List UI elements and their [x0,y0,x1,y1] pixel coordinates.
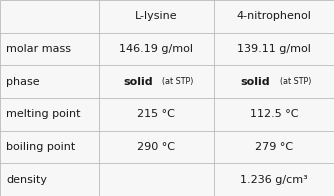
Text: molar mass: molar mass [6,44,71,54]
Text: (at STP): (at STP) [162,77,193,86]
Text: 290 °C: 290 °C [137,142,175,152]
Text: 215 °C: 215 °C [137,109,175,119]
Text: 146.19 g/mol: 146.19 g/mol [119,44,193,54]
Text: L-lysine: L-lysine [135,11,177,21]
Text: 4-nitrophenol: 4-nitrophenol [236,11,311,21]
Text: (at STP): (at STP) [280,77,311,86]
Text: solid: solid [241,77,270,87]
Text: solid: solid [123,77,153,87]
Text: phase: phase [6,77,40,87]
Text: 1.236 g/cm³: 1.236 g/cm³ [240,175,308,185]
Text: boiling point: boiling point [6,142,75,152]
Text: 279 °C: 279 °C [255,142,293,152]
Text: 112.5 °C: 112.5 °C [249,109,298,119]
Text: melting point: melting point [6,109,80,119]
Text: 139.11 g/mol: 139.11 g/mol [237,44,311,54]
Text: density: density [6,175,47,185]
